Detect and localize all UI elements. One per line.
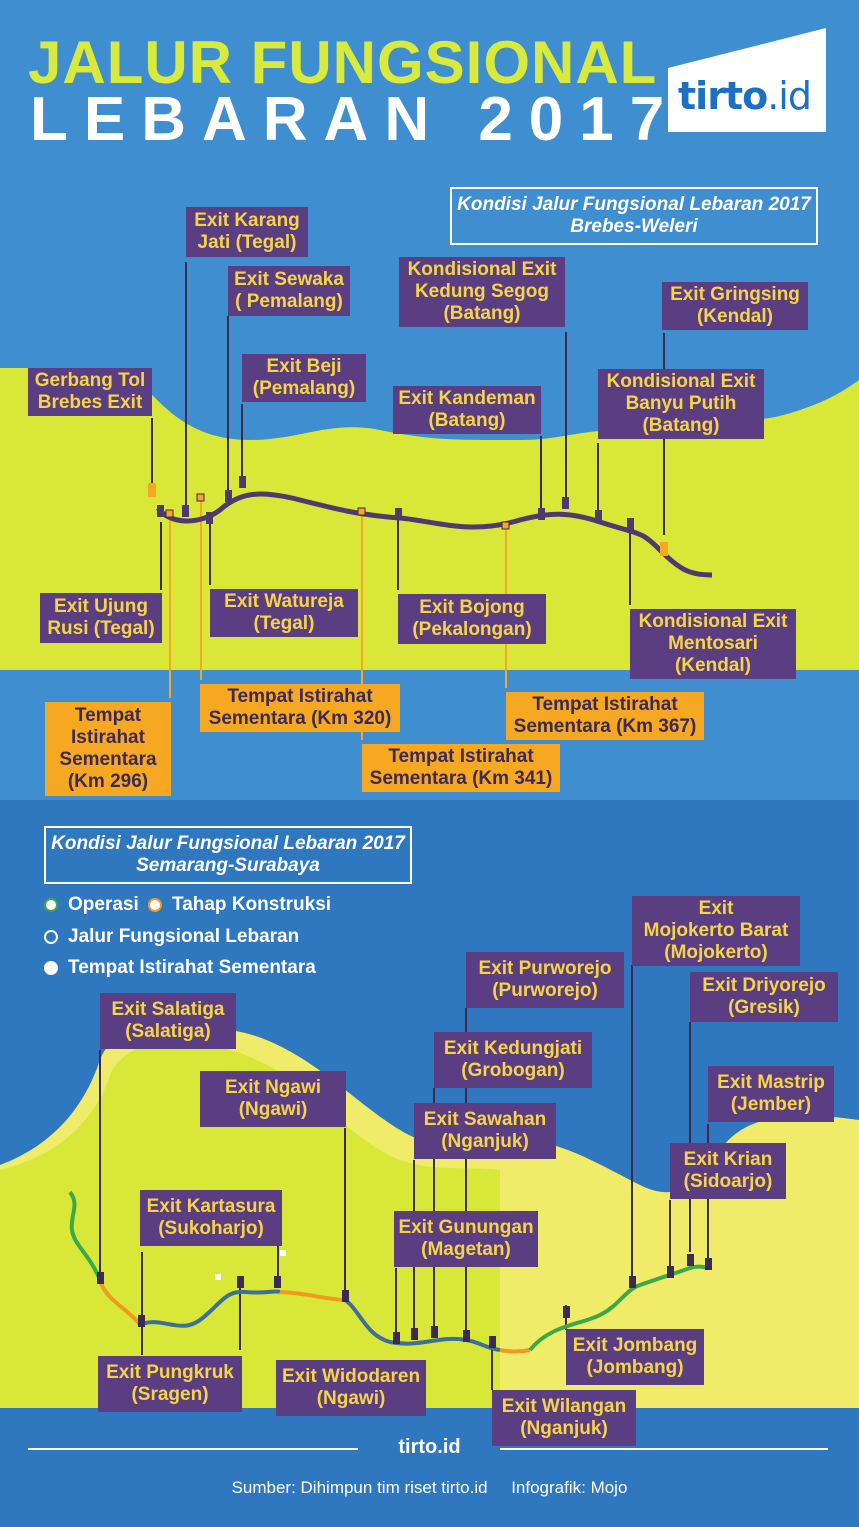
legend-tempat-label: Tempat Istirahat Sementara xyxy=(68,957,316,978)
tempat-km-341: Tempat Istirahat Sementara (Km 341) xyxy=(362,744,560,792)
label-exit-widodaren: Exit Widodaren (Ngawi) xyxy=(276,1360,426,1416)
logo-text: tirto.id xyxy=(678,74,812,118)
title-line-1: JALUR FUNGSIONAL xyxy=(28,29,658,96)
exit-markers-bottom xyxy=(97,1254,712,1348)
label-exit-krian: Exit Krian (Sidoarjo) xyxy=(670,1143,786,1199)
tempat-km-296: Tempat Istirahat Sementara (Km 296) xyxy=(45,702,171,796)
label-exit-driyorejo: Exit Driyorejo (Gresik) xyxy=(690,972,838,1022)
label-banyu-putih: Kondisional Exit Banyu Putih (Batang) xyxy=(598,369,764,439)
label-exit-sewaka: Exit Sewaka ( Pemalang) xyxy=(228,266,350,316)
legend-operasi: Operasi xyxy=(44,894,139,916)
legend-fungsional-label: Jalur Fungsional Lebaran xyxy=(68,926,300,947)
label-exit-pungkruk: Exit Pungkruk (Sragen) xyxy=(98,1356,242,1412)
tempat-markers-bottom xyxy=(215,1250,286,1280)
label-kedung-segog: Kondisional Exit Kedung Segog (Batang) xyxy=(399,257,565,327)
brand-logo: tirto.id xyxy=(668,28,826,132)
logo-badge-shape xyxy=(668,28,826,132)
section1-title: Kondisi Jalur Fungsional Lebaran 2017 Br… xyxy=(450,187,818,245)
road-bottom-konstruksi-1 xyxy=(98,1279,142,1327)
legend-konstruksi: Tahap Konstruksi xyxy=(148,894,331,916)
label-mentosari: Kondisional Exit Mentosari (Kendal) xyxy=(630,609,796,679)
legend-konstruksi-label: Tahap Konstruksi xyxy=(172,894,332,915)
label-exit-bojong: Exit Bojong (Pekalongan) xyxy=(398,594,546,644)
label-gerbang-tol-brebes: Gerbang Tol Brebes Exit xyxy=(28,368,152,416)
legend-tempat: Tempat Istirahat Sementara xyxy=(44,957,316,979)
title-line-2: LEBARAN 2017 xyxy=(30,85,681,154)
label-exit-beji: Exit Beji (Pemalang) xyxy=(242,354,366,402)
road-bottom-operasi-west xyxy=(68,1190,102,1281)
legend-konstruksi-dot xyxy=(148,898,162,912)
logo-word: tirto xyxy=(678,74,768,118)
label-exit-gunungan: Exit Gunungan (Magetan) xyxy=(394,1211,538,1267)
label-exit-watureja: Exit Watureja (Tegal) xyxy=(210,589,358,637)
legend-tempat-dot xyxy=(44,961,58,975)
label-mojokerto-barat: Exit Mojokerto Barat (Mojokerto) xyxy=(632,896,800,966)
label-exit-kartasura: Exit Kartasura (Sukoharjo) xyxy=(140,1190,282,1246)
label-exit-salatiga: Exit Salatiga (Salatiga) xyxy=(100,993,236,1049)
road-bottom-konstruksi-3 xyxy=(499,1348,531,1354)
legend-fungsional-dot xyxy=(44,930,58,944)
label-exit-kedungjati: Exit Kedungjati (Grobogan) xyxy=(434,1032,592,1088)
tempat-km-320: Tempat Istirahat Sementara (Km 320) xyxy=(200,684,400,732)
label-exit-sawahan: Exit Sawahan (Nganjuk) xyxy=(414,1103,556,1159)
footer-brand: tirto.id xyxy=(398,1436,461,1458)
label-exit-mastrip: Exit Mastrip (Jember) xyxy=(708,1066,834,1122)
legend-operasi-label: Operasi xyxy=(68,894,139,915)
footer-source: Sumber: Dihimpun tim riset tirto.id Info… xyxy=(231,1478,628,1497)
legend-fungsional: Jalur Fungsional Lebaran xyxy=(44,926,299,948)
label-exit-ujung-rusi: Exit Ujung Rusi (Tegal) xyxy=(40,593,162,643)
label-exit-kandeman: Exit Kandeman (Batang) xyxy=(393,386,541,434)
legend-operasi-dot xyxy=(44,898,58,912)
road-bottom-fungsional-2 xyxy=(343,1298,501,1352)
road-bottom-operasi-east xyxy=(528,1264,713,1352)
label-exit-jombang: Exit Jombang (Jombang) xyxy=(566,1329,704,1385)
tempat-km-367: Tempat Istirahat Sementara (Km 367) xyxy=(506,692,704,740)
section2-title: Kondisi Jalur Fungsional Lebaran 2017 Se… xyxy=(44,826,412,884)
tempat-markers-top xyxy=(165,493,510,530)
exit-markers-top xyxy=(148,476,668,556)
road-bottom-fungsional-1 xyxy=(139,1289,281,1328)
label-exit-karang-jati: Exit Karang Jati (Tegal) xyxy=(186,207,308,257)
label-exit-purworejo: Exit Purworejo (Purworejo) xyxy=(466,952,624,1008)
label-exit-wilangan: Exit Wilangan (Nganjuk) xyxy=(492,1390,636,1446)
road-bottom-konstruksi-2 xyxy=(279,1290,346,1302)
logo-suffix: .id xyxy=(767,74,812,118)
label-exit-ngawi: Exit Ngawi (Ngawi) xyxy=(200,1071,346,1127)
label-exit-gringsing: Exit Gringsing (Kendal) xyxy=(662,282,808,330)
